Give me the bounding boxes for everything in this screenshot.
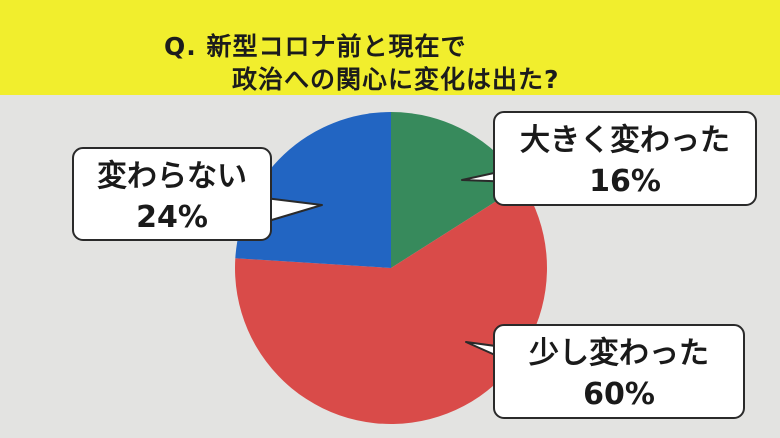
callout-3: 変わらない 24% xyxy=(72,147,323,241)
callout-pointer-join xyxy=(495,353,503,374)
callout-box xyxy=(493,111,757,206)
chart-title-line-1: Q. 新型コロナ前と現在で xyxy=(164,32,467,61)
slice-value-label: 60% xyxy=(583,377,655,412)
slice-value-label: 16% xyxy=(589,164,661,199)
slice-category-label: 少し変わった xyxy=(529,336,709,371)
slice-category-label: 変わらない xyxy=(97,159,247,194)
callout-box xyxy=(493,324,745,419)
slice-category-label: 大きく変わった xyxy=(520,123,730,158)
slice-value-label: 24% xyxy=(136,200,208,235)
callout-2: 少し変わった 60% xyxy=(465,324,745,419)
callout-pointer-join xyxy=(262,199,270,221)
chart-title-line-2: 政治への関心に変化は出た? xyxy=(232,65,560,94)
title-bar: Q. 新型コロナ前と現在で 政治への関心に変化は出た? xyxy=(0,0,780,95)
pie-slice-3 xyxy=(235,112,391,268)
pie-slice-2 xyxy=(235,184,547,424)
pie-callouts: 大きく変わった 16% 少し変わった 60% 変わらない 24% xyxy=(72,111,757,419)
callout-1: 大きく変わった 16% xyxy=(461,111,757,206)
pie-slices xyxy=(235,112,547,424)
callout-pointer-join xyxy=(495,164,503,182)
callout-box xyxy=(72,147,272,241)
pie-slice-1 xyxy=(391,112,523,268)
